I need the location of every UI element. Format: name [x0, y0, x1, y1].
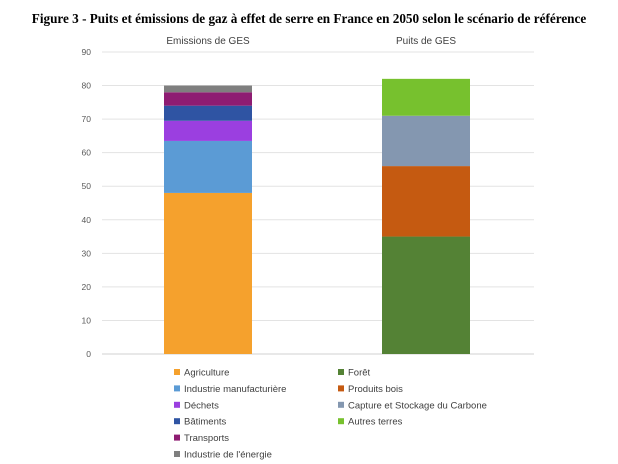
- legend-label: Forêt: [348, 368, 371, 379]
- bars: [164, 78, 470, 354]
- bar-segment: [164, 140, 252, 193]
- legend-label: Industrie manufacturière: [184, 384, 286, 395]
- category-labels: Emissions de GES Puits de GES: [166, 36, 456, 47]
- category-label: Emissions de GES: [166, 36, 250, 47]
- legend-swatch: [174, 385, 180, 392]
- bar-segment: [382, 236, 470, 354]
- legend-label: Bâtiments: [184, 417, 226, 428]
- legend-swatch: [174, 434, 180, 441]
- bar-segment: [382, 115, 470, 167]
- legend-swatch: [174, 369, 180, 375]
- bar-segment: [164, 85, 252, 93]
- legend-label: Transports: [184, 433, 229, 444]
- legend-label: Produits bois: [348, 384, 403, 395]
- legend-label: Autres terres: [348, 417, 403, 428]
- legend-label: Déchets: [184, 400, 219, 411]
- legend-swatch: [338, 369, 344, 375]
- legend-swatch: [338, 418, 344, 425]
- y-tick-label: 10: [82, 315, 92, 325]
- y-tick-label: 50: [82, 181, 92, 191]
- legend-swatch: [338, 385, 344, 392]
- legend-swatch: [174, 418, 180, 425]
- y-tick-label: 70: [82, 114, 92, 124]
- y-tick-label: 0: [86, 349, 91, 359]
- legend-swatch: [174, 401, 180, 408]
- bar-segment: [164, 192, 252, 354]
- category-label: Puits de GES: [396, 36, 456, 47]
- y-axis-ticks: 0 10 20 30 40 50 60 70 80 90: [82, 47, 92, 359]
- legend-label: Industrie de l'énergie: [184, 450, 272, 461]
- bar-segment: [382, 78, 470, 116]
- y-tick-label: 40: [82, 215, 92, 225]
- legend: Agriculture Industrie manufacturière Déche…: [174, 368, 487, 461]
- bar-segment: [164, 105, 252, 121]
- legend-swatch: [174, 451, 180, 457]
- legend-swatch: [338, 401, 344, 408]
- y-tick-label: 30: [82, 248, 92, 258]
- bar-segment: [164, 92, 252, 106]
- y-tick-label: 20: [82, 282, 92, 292]
- bar-segment: [164, 120, 252, 141]
- figure-title: Figure 3 - Puits et émissions de gaz à e…: [31, 11, 587, 26]
- y-tick-label: 60: [82, 148, 92, 158]
- legend-label: Capture et Stockage du Carbone: [348, 400, 487, 411]
- y-tick-label: 90: [82, 47, 92, 57]
- legend-label: Agriculture: [184, 368, 229, 379]
- bar-segment: [382, 166, 470, 237]
- y-tick-label: 80: [82, 81, 92, 91]
